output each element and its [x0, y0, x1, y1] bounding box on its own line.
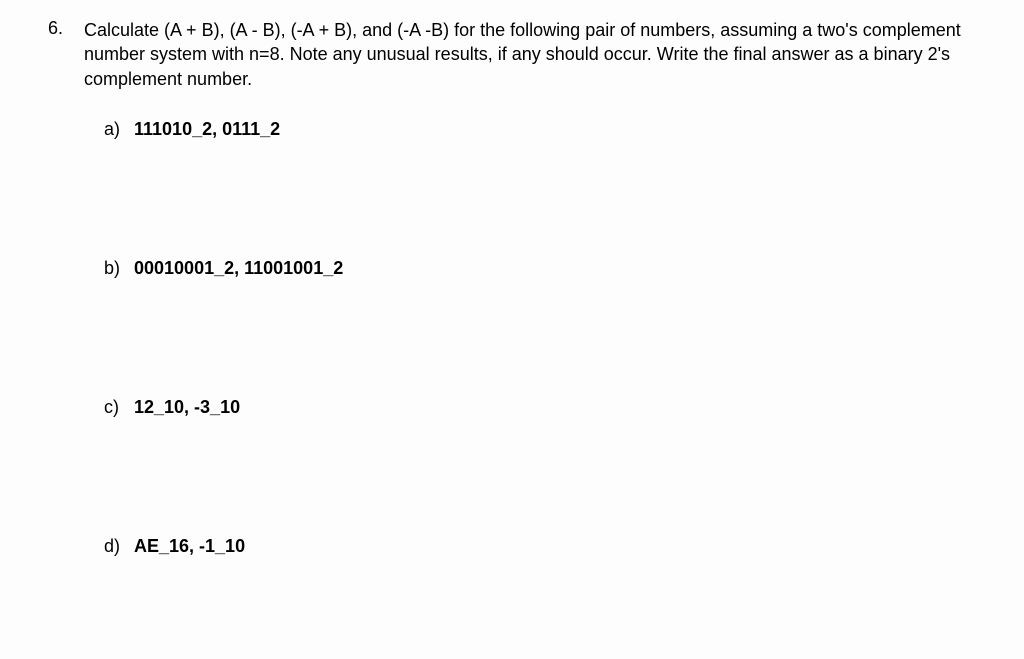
sub-item-value: AE_16, -1_10: [134, 536, 245, 557]
sub-item: d) AE_16, -1_10: [104, 536, 976, 557]
sub-item-value: 111010_2, 0111_2: [134, 119, 280, 140]
sub-item-label: c): [104, 397, 134, 418]
question-container: 6. Calculate (A + B), (A - B), (-A + B),…: [48, 18, 976, 557]
sub-item-label: b): [104, 258, 134, 279]
question-number: 6.: [48, 18, 84, 39]
sub-item-value: 00010001_2, 11001001_2: [134, 258, 343, 279]
sub-item-label: d): [104, 536, 134, 557]
sub-item: a) 111010_2, 0111_2: [104, 119, 976, 140]
sub-item-label: a): [104, 119, 134, 140]
sub-item: b) 00010001_2, 11001001_2: [104, 258, 976, 279]
sub-item: c) 12_10, -3_10: [104, 397, 976, 418]
question-content: Calculate (A + B), (A - B), (-A + B), an…: [84, 18, 976, 557]
question-text: Calculate (A + B), (A - B), (-A + B), an…: [84, 18, 976, 91]
sub-items-list: a) 111010_2, 0111_2 b) 00010001_2, 11001…: [84, 119, 976, 557]
sub-item-value: 12_10, -3_10: [134, 397, 240, 418]
